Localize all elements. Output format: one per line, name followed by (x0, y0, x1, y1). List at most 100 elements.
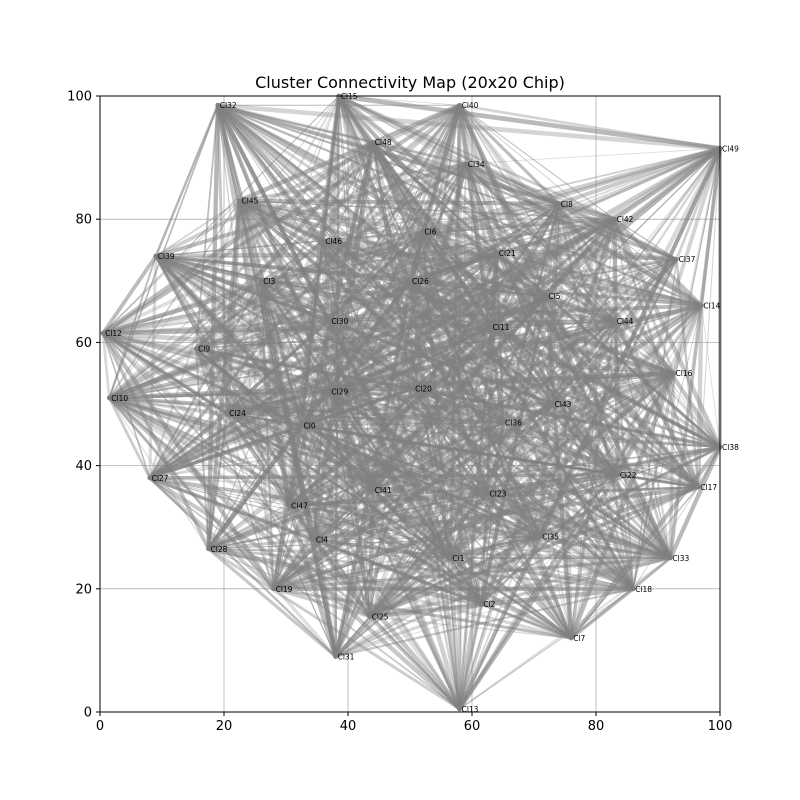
edge-Cl7-Cl10 (107, 396, 573, 640)
edge-Cl30-Cl49 (328, 147, 722, 323)
edge-Cl21-Cl44 (494, 251, 617, 323)
edge-Cl10-Cl12 (101, 331, 111, 400)
y-tick-label-4: 80 (75, 213, 92, 228)
y-tick-label-0: 0 (84, 706, 92, 721)
edge-Cl33-Cl38 (668, 445, 723, 561)
edge-Cl28-Cl48 (208, 141, 374, 550)
y-tick-label-3: 60 (75, 336, 92, 351)
node-label-cl38: Cl38 (722, 443, 739, 452)
edge-Cl24-Cl40 (224, 102, 462, 416)
edge-Cl39-Cl41 (153, 253, 376, 493)
edge-Cl18-Cl31 (334, 587, 635, 658)
edge-Cl33-Cl34 (464, 162, 673, 560)
plot-frame (99, 95, 721, 713)
edge-Cl25-Cl40 (369, 104, 461, 617)
edge-Cl41-Cl42 (370, 216, 617, 493)
node-label-cl30: Cl30 (331, 317, 348, 326)
edge-Cl24-Cl33 (225, 411, 673, 560)
edge-Cl36-Cl42 (502, 218, 616, 424)
edge-Cl20-Cl38 (411, 386, 722, 449)
node-label-cl10: Cl10 (111, 394, 128, 403)
node-label-cl34: Cl34 (468, 160, 485, 169)
edge-Cl38-Cl44 (614, 320, 721, 448)
edge-Cl35-Cl36 (502, 422, 541, 537)
edge-Cl32-Cl33 (216, 104, 672, 559)
x-tick-label-0: 0 (96, 719, 104, 734)
edge-Cl15-Cl42 (337, 94, 616, 221)
edge-Cl35-Cl48 (370, 140, 543, 539)
edge-Cl35-Cl44 (538, 319, 616, 538)
edge-Cl25-Cl33 (367, 556, 673, 619)
edge-Cl13-Cl42 (457, 217, 617, 711)
edge-Cl27-Cl33 (147, 475, 673, 561)
edge-Cl19-Cl24 (226, 412, 275, 590)
edge-Cl23-Cl37 (486, 258, 678, 495)
edge-Cl8-Cl46 (322, 203, 560, 242)
node-label-cl24: Cl24 (229, 409, 246, 418)
node-label-cl23: Cl23 (490, 489, 507, 498)
edge-Cl13-Cl35 (457, 534, 542, 711)
edge-Cl35-Cl40 (457, 103, 543, 539)
edge-Cl29-Cl49 (327, 146, 723, 394)
edge-Cl34-Cl42 (464, 162, 616, 221)
edge-Cl32-Cl43 (215, 103, 555, 407)
edge-Cl22-Cl49 (615, 146, 722, 477)
edge-Cl10-Cl13 (107, 395, 462, 712)
edge-Cl22-Cl48 (371, 140, 619, 477)
edge-Cl29-Cl37 (327, 257, 679, 394)
edge-Cl16-Cl42 (613, 217, 675, 375)
edge-Cl2-Cl31 (333, 602, 484, 659)
edge-Cl8-Cl34 (463, 161, 562, 207)
edge-Cl15-Cl19 (272, 95, 340, 590)
edge-Cl36-Cl40 (457, 103, 506, 425)
edge-Cl38-Cl39 (154, 255, 722, 449)
edge-Cl17-Cl45 (237, 198, 701, 490)
edge-Cl2-Cl7 (480, 603, 573, 639)
node-label-cl17: Cl17 (700, 483, 717, 492)
edge-Cl18-Cl28 (207, 547, 635, 591)
edge-Cl41-Cl45 (237, 198, 376, 493)
edge-Cl13-Cl37 (458, 258, 678, 710)
edge-Cl20-Cl27 (147, 386, 416, 480)
edge-Cl34-Cl45 (237, 162, 468, 203)
edge-Cl12-Cl24 (101, 331, 230, 416)
edge-Cl18-Cl49 (632, 147, 721, 590)
edge-Cl12-Cl20 (101, 331, 416, 391)
chart-title: Cluster Connectivity Map (20x20 Chip) (255, 73, 565, 92)
edge-Cl29-Cl39 (154, 254, 332, 394)
edge-Cl35-Cl39 (155, 255, 541, 537)
edge-Cl18-Cl33 (631, 556, 672, 591)
edge-Cl13-Cl25 (367, 614, 462, 711)
edge-Cl22-Cl27 (147, 473, 620, 480)
edge-Cl13-Cl48 (371, 141, 461, 711)
edge-Cl5-Cl49 (546, 147, 721, 297)
edge-Cl32-Cl37 (216, 104, 678, 261)
edge-Cl16-Cl26 (408, 279, 676, 375)
edge-Cl26-Cl33 (409, 279, 672, 559)
node-label-cl25: Cl25 (372, 613, 389, 622)
edge-Cl40-Cl45 (237, 103, 462, 203)
edge-Cl34-Cl44 (464, 162, 616, 322)
node-label-cl37: Cl37 (679, 255, 696, 264)
edge-Cl33-Cl41 (372, 489, 671, 559)
edge-Cl3-Cl21 (259, 251, 499, 283)
edge-Cl17-Cl18 (632, 486, 699, 590)
node-label-cl14: Cl14 (703, 301, 720, 310)
edge-Cl18-Cl43 (551, 403, 635, 590)
edge-Cl42-Cl45 (238, 200, 616, 220)
node-label-cl15: Cl15 (341, 92, 358, 101)
edge-Cl21-Cl37 (495, 251, 679, 261)
edge-Cl14-Cl44 (614, 304, 702, 322)
edge-Cl42-Cl47 (288, 218, 616, 507)
edge-Cl18-Cl47 (288, 505, 634, 590)
node-label-cl12: Cl12 (105, 329, 122, 338)
node-label-cl0: Cl0 (304, 422, 316, 431)
edge-Cl14-Cl33 (668, 303, 703, 560)
x-tick-label-3: 60 (464, 719, 481, 734)
edge-Cl19-Cl29 (273, 391, 330, 590)
edge-Cl28-Cl31 (206, 547, 338, 659)
edge-Cl27-Cl49 (147, 146, 723, 480)
node-label-cl5: Cl5 (548, 292, 560, 301)
edge-Cl33-Cl47 (287, 504, 672, 560)
edge-Cl7-Cl25 (369, 615, 572, 639)
